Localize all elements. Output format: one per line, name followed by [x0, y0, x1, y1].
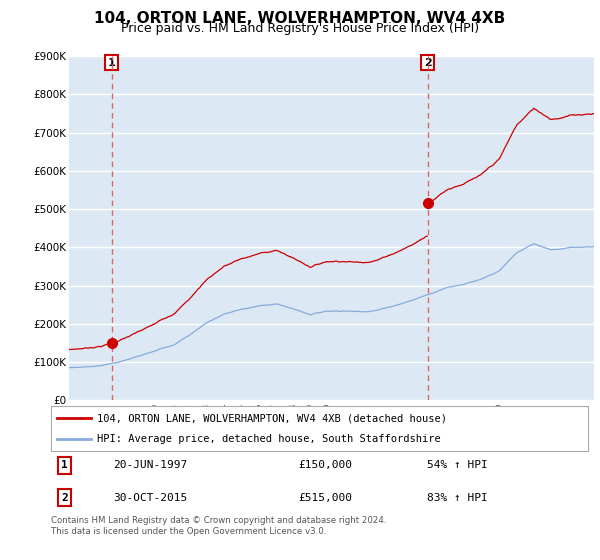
Text: 104, ORTON LANE, WOLVERHAMPTON, WV4 4XB (detached house): 104, ORTON LANE, WOLVERHAMPTON, WV4 4XB …	[97, 413, 446, 423]
Text: 83% ↑ HPI: 83% ↑ HPI	[427, 493, 488, 503]
Text: 54% ↑ HPI: 54% ↑ HPI	[427, 460, 488, 470]
Text: Price paid vs. HM Land Registry's House Price Index (HPI): Price paid vs. HM Land Registry's House …	[121, 22, 479, 35]
Text: 1: 1	[61, 460, 68, 470]
Text: Contains HM Land Registry data © Crown copyright and database right 2024.
This d: Contains HM Land Registry data © Crown c…	[51, 516, 386, 536]
Text: HPI: Average price, detached house, South Staffordshire: HPI: Average price, detached house, Sout…	[97, 433, 440, 444]
Text: 2: 2	[61, 493, 68, 503]
Text: £515,000: £515,000	[298, 493, 352, 503]
Text: 1: 1	[107, 58, 115, 68]
Text: 104, ORTON LANE, WOLVERHAMPTON, WV4 4XB: 104, ORTON LANE, WOLVERHAMPTON, WV4 4XB	[94, 11, 506, 26]
Text: 2: 2	[424, 58, 431, 68]
Text: 20-JUN-1997: 20-JUN-1997	[113, 460, 187, 470]
Text: £150,000: £150,000	[298, 460, 352, 470]
Text: 30-OCT-2015: 30-OCT-2015	[113, 493, 187, 503]
